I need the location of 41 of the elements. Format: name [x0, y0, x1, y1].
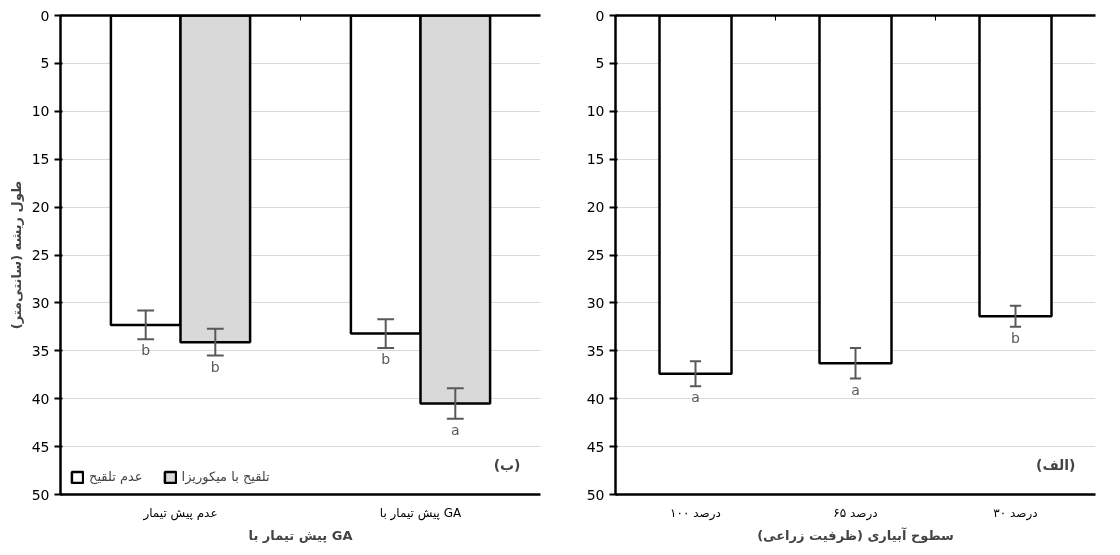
- y-tick-label: 10: [586, 103, 605, 120]
- y-tick-label: 30: [31, 294, 50, 311]
- y-axis-title: طول ریشه (سانتی‌متر): [8, 180, 24, 330]
- y-tick-label: 45: [31, 438, 50, 455]
- y-tick-label: 30: [586, 294, 605, 311]
- y-tick-label: 5: [40, 55, 50, 72]
- x-tick-label: ۶۵ درصد: [833, 505, 878, 521]
- y-tick-label: 15: [31, 151, 50, 168]
- y-tick-label: 10: [31, 103, 50, 120]
- annotation: a: [691, 389, 700, 406]
- annotation: b: [210, 358, 220, 375]
- y-tick-label: 15: [586, 151, 605, 168]
- y-tick-label: 25: [31, 247, 50, 263]
- legend-label: عدم تلقیح: [89, 469, 143, 484]
- y-tick-label: 20: [31, 199, 50, 216]
- x-tick-label: عدم پیش تیمار: [142, 505, 218, 521]
- y-tick-label: 35: [31, 342, 50, 359]
- annotation: (ب): [493, 456, 521, 473]
- x-tick-label: ۱۰۰ درصد: [670, 505, 721, 521]
- x-axis-title: پیش تیمار با GA: [248, 527, 353, 543]
- annotation: b: [1011, 329, 1021, 346]
- y-tick-label: 20: [586, 199, 605, 216]
- y-tick-label: 40: [586, 390, 605, 407]
- x-tick-label: پیش تیمار با GA: [379, 505, 463, 521]
- annotation: a: [851, 381, 860, 398]
- x-axis-title: سطوح آبیاری (ظرفیت زراعی): [757, 526, 954, 543]
- y-tick-label: 0: [595, 7, 605, 24]
- x-tick-label: ۳۰ درصد: [993, 505, 1038, 521]
- y-tick-label: 45: [586, 438, 605, 455]
- y-tick-label: 35: [586, 342, 605, 359]
- y-tick-label: 25: [586, 247, 605, 263]
- y-tick-label: 50: [31, 486, 50, 503]
- annotation: b: [141, 342, 151, 359]
- y-tick-label: 40: [31, 390, 50, 407]
- y-tick-label: 0: [40, 7, 50, 24]
- annotation: b: [381, 350, 391, 367]
- legend-label: تلقیح با میکوریزا: [181, 469, 270, 484]
- annotation: (الف): [1035, 456, 1076, 473]
- y-tick-label: 5: [595, 55, 605, 72]
- annotation: a: [451, 421, 460, 438]
- y-tick-label: 50: [586, 486, 605, 503]
